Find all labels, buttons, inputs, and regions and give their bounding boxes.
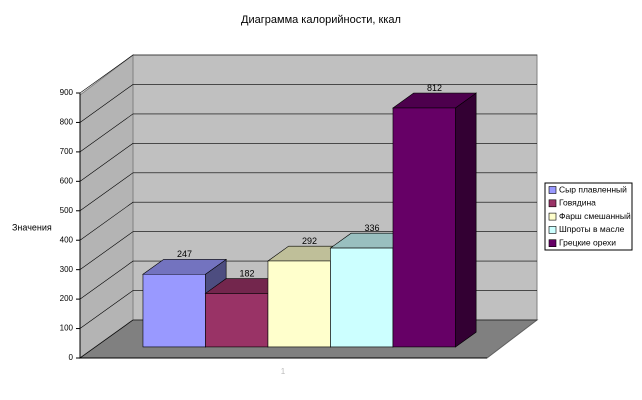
y-tick-label: 700 [60, 147, 74, 156]
legend-swatch [548, 239, 557, 247]
grid-line [79, 84, 537, 123]
value-label: 292 [302, 236, 317, 246]
bar-front [392, 107, 456, 348]
bar [142, 258, 228, 348]
grid-line [79, 54, 537, 94]
y-tick-label: 400 [60, 235, 74, 244]
legend-swatch [548, 199, 557, 208]
bar [392, 92, 478, 348]
legend-label: Грецкие орехи [559, 237, 616, 247]
y-tick-label: 0 [69, 353, 74, 362]
legend [544, 182, 633, 251]
bar-front [142, 273, 206, 348]
legend-swatch [548, 226, 557, 234]
bar-side [455, 92, 477, 348]
legend-label: Говядина [559, 198, 596, 208]
bar-front [330, 247, 394, 348]
legend-label: Сыр плавленный [559, 184, 627, 194]
y-tick-label: 300 [60, 265, 74, 274]
y-tick-label: 100 [60, 324, 74, 333]
chart-title: Диаграмма калорийности, ккал [241, 14, 401, 26]
value-label: 336 [365, 223, 380, 233]
value-label: 182 [240, 268, 255, 278]
y-tick-label: 600 [60, 176, 74, 185]
legend-label: Фарш смешанный [559, 211, 631, 221]
x-tick-label: 1 [281, 367, 286, 376]
y-tick-label: 900 [60, 88, 74, 97]
left-wall [79, 53, 134, 359]
bar-front [267, 260, 331, 348]
value-label: 247 [177, 249, 192, 259]
legend-swatch [548, 186, 557, 194]
y-tick-label: 200 [60, 294, 74, 303]
y-axis-label: Значения [12, 222, 52, 232]
y-tick-label: 800 [60, 118, 74, 127]
legend-label: Шпроты в масле [559, 224, 625, 234]
bar-front [205, 293, 269, 348]
y-tick-label: 500 [60, 206, 74, 215]
legend-swatch [548, 212, 557, 221]
value-label: 812 [427, 83, 442, 93]
